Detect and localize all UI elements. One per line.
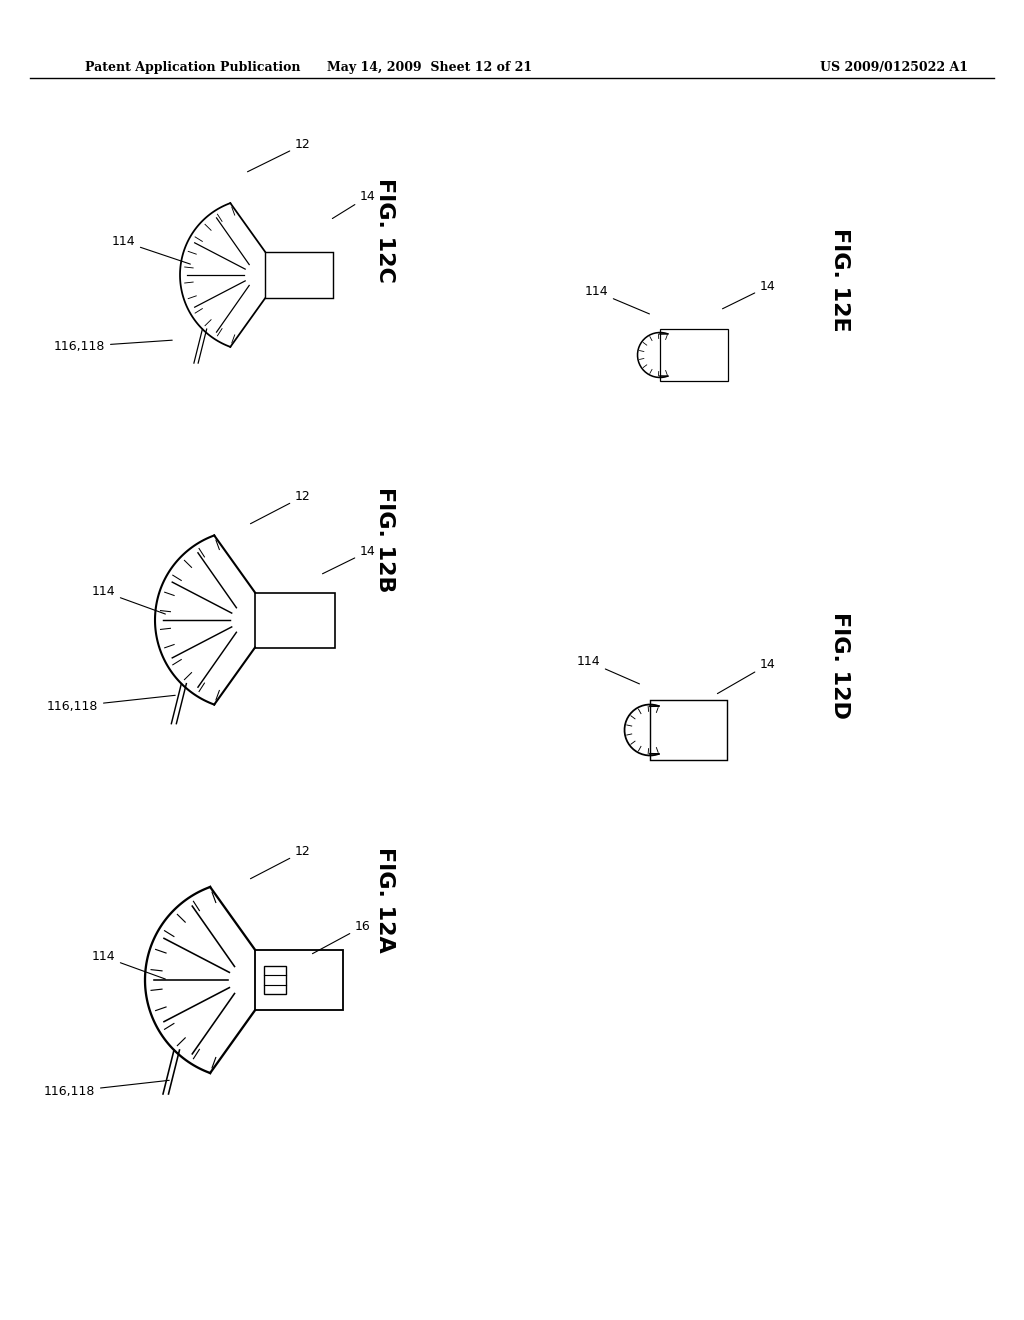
Text: FIG. 12A: FIG. 12A <box>375 847 395 953</box>
Bar <box>255 593 335 648</box>
Text: 14: 14 <box>723 280 776 309</box>
Bar <box>660 329 727 381</box>
Bar <box>255 950 343 1010</box>
Bar <box>265 252 333 298</box>
Text: 12: 12 <box>251 490 310 524</box>
Text: 14: 14 <box>323 545 376 574</box>
Text: FIG. 12E: FIG. 12E <box>830 228 850 331</box>
Text: FIG. 12C: FIG. 12C <box>375 178 395 282</box>
Text: 114: 114 <box>577 655 639 684</box>
Text: US 2009/0125022 A1: US 2009/0125022 A1 <box>820 62 968 74</box>
Text: 14: 14 <box>333 190 376 219</box>
Text: May 14, 2009  Sheet 12 of 21: May 14, 2009 Sheet 12 of 21 <box>328 62 532 74</box>
Bar <box>650 700 726 760</box>
Text: 14: 14 <box>718 657 776 693</box>
Text: 114: 114 <box>91 950 166 979</box>
Text: 12: 12 <box>251 845 310 879</box>
Text: FIG. 12D: FIG. 12D <box>830 611 850 718</box>
Text: FIG. 12B: FIG. 12B <box>375 487 395 593</box>
Text: 116,118: 116,118 <box>47 696 175 713</box>
Text: 116,118: 116,118 <box>44 1080 169 1098</box>
Bar <box>264 966 286 994</box>
Text: 16: 16 <box>312 920 371 953</box>
Text: 116,118: 116,118 <box>53 341 172 352</box>
Text: 12: 12 <box>248 139 310 172</box>
Text: 114: 114 <box>112 235 190 264</box>
Text: 114: 114 <box>585 285 649 314</box>
Text: Patent Application Publication: Patent Application Publication <box>85 62 300 74</box>
Text: 114: 114 <box>91 585 166 614</box>
